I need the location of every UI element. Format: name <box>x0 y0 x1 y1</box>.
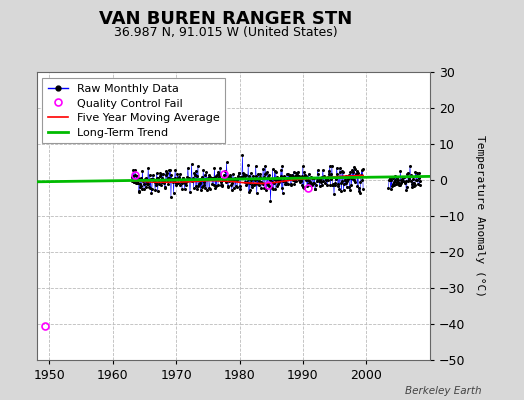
Legend: Raw Monthly Data, Quality Control Fail, Five Year Moving Average, Long-Term Tren: Raw Monthly Data, Quality Control Fail, … <box>42 78 225 144</box>
Text: VAN BUREN RANGER STN: VAN BUREN RANGER STN <box>99 10 352 28</box>
Text: 36.987 N, 91.015 W (United States): 36.987 N, 91.015 W (United States) <box>114 26 337 39</box>
Text: Berkeley Earth: Berkeley Earth <box>406 386 482 396</box>
Y-axis label: Temperature Anomaly (°C): Temperature Anomaly (°C) <box>475 135 485 297</box>
